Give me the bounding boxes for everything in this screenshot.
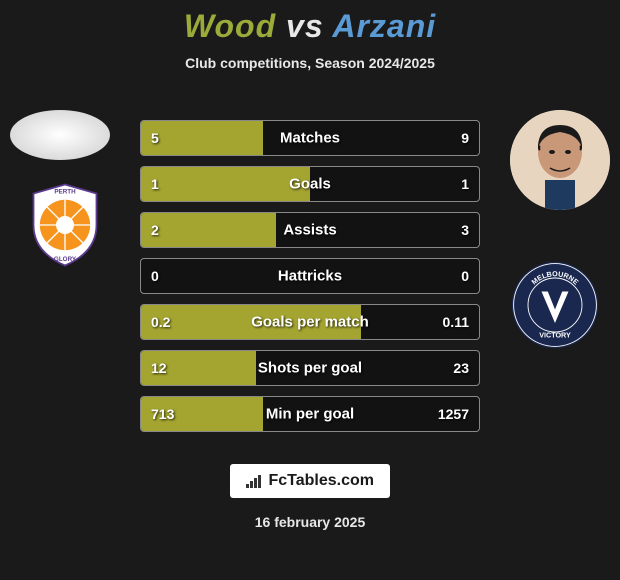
stat-value-right: 3 [461,222,469,238]
stat-value-right: 1257 [438,406,469,422]
stat-label: Assists [141,222,479,239]
player2-avatar [510,110,610,210]
stat-label: Hattricks [141,268,479,285]
player1-club-logo: PERTH GLORY [20,180,110,270]
stat-row: 0.2Goals per match0.11 [140,304,480,340]
player2-club-logo: MELBOURNE VICTORY [510,260,600,350]
player1-avatar [10,110,110,160]
stat-value-right: 9 [461,130,469,146]
header: Wood vs Arzani Club competitions, Season… [0,0,620,71]
stat-label: Goals per match [141,314,479,331]
stat-row: 713Min per goal1257 [140,396,480,432]
stats-container: 5Matches9 1Goals1 2Assists3 0Hattricks0 0.2G… [140,120,480,442]
stat-value-right: 23 [453,360,469,376]
vs-text: vs [286,8,324,44]
stat-label: Min per goal [141,406,479,423]
comparison-title: Wood vs Arzani [0,8,620,45]
svg-text:PERTH: PERTH [54,189,76,196]
stat-label: Matches [141,130,479,147]
stat-row: 5Matches9 [140,120,480,156]
svg-text:GLORY: GLORY [54,256,77,263]
player2-name: Arzani [332,8,436,44]
stat-label: Goals [141,176,479,193]
stat-label: Shots per goal [141,360,479,377]
date: 16 february 2025 [0,514,620,530]
site-logo: FcTables.com [230,464,390,498]
site-logo-text: FcTables.com [268,472,374,489]
stat-row: 0Hattricks0 [140,258,480,294]
player2-avatar-container [510,110,610,210]
stat-value-right: 1 [461,176,469,192]
svg-text:VICTORY: VICTORY [539,330,571,339]
stat-row: 2Assists3 [140,212,480,248]
footer: FcTables.com 16 february 2025 [0,464,620,530]
stat-row: 1Goals1 [140,166,480,202]
stat-row: 12Shots per goal23 [140,350,480,386]
player1-avatar-container [10,110,110,160]
stat-value-right: 0.11 [443,314,469,330]
stat-value-right: 0 [461,268,469,284]
subtitle: Club competitions, Season 2024/2025 [0,55,620,71]
player1-name: Wood [184,8,276,44]
